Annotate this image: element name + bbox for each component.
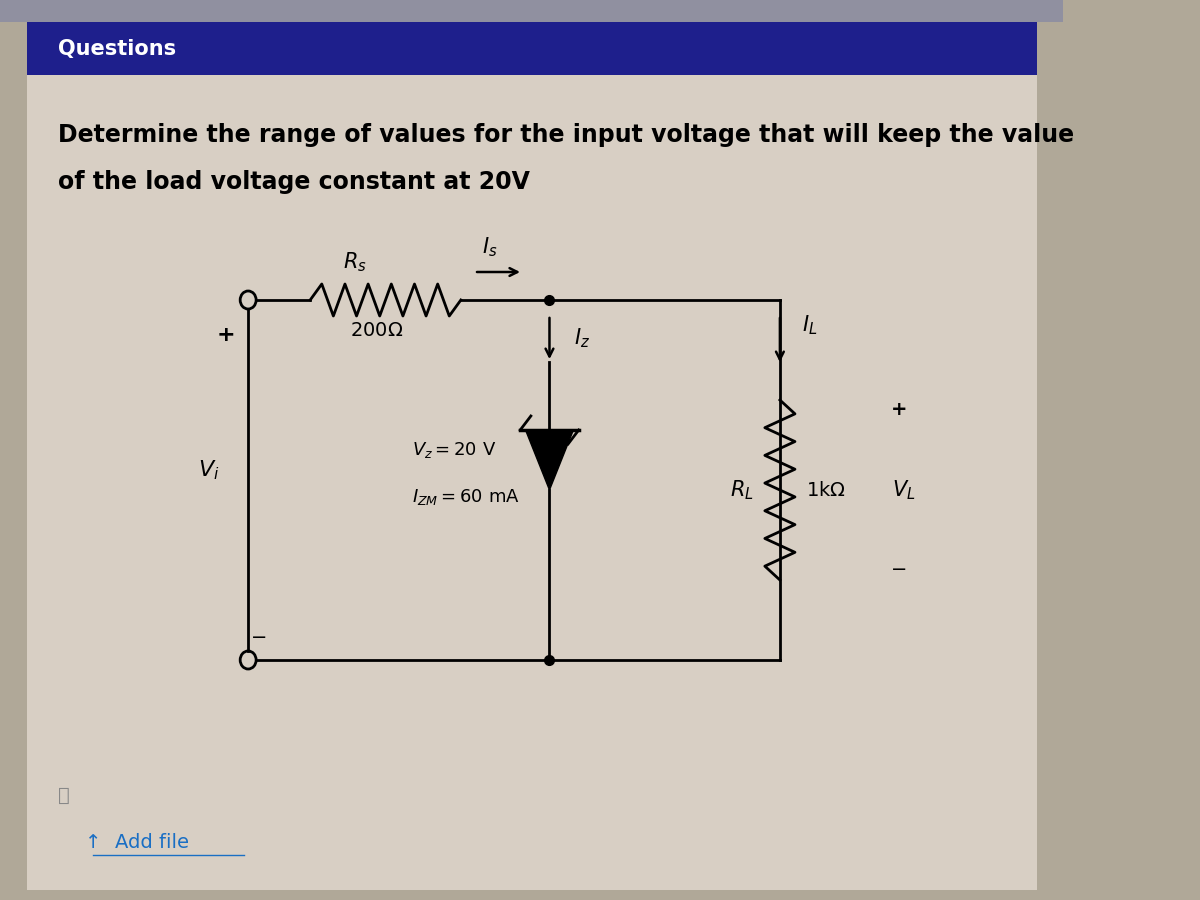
Text: $V_i$: $V_i$ [198,458,218,482]
Text: $V_z = 20$ V: $V_z = 20$ V [412,440,497,460]
Text: $V_L$: $V_L$ [893,478,916,502]
Text: $R_L$: $R_L$ [730,478,754,502]
Text: +: + [892,400,907,419]
Text: 👋: 👋 [58,786,70,805]
Bar [0,0,1063,22]
Text: −: − [251,628,266,647]
Bar [26,22,1037,75]
Text: 1k$\Omega$: 1k$\Omega$ [806,481,846,500]
Text: $I_z$: $I_z$ [575,327,590,350]
Text: $I_{ZM} = 60$ mA: $I_{ZM} = 60$ mA [412,487,520,507]
Text: 200$\Omega$: 200$\Omega$ [350,320,403,339]
Text: Questions: Questions [58,39,175,58]
Polygon shape [526,430,574,490]
Text: ↑: ↑ [85,832,101,851]
Text: Determine the range of values for the input voltage that will keep the value: Determine the range of values for the in… [58,123,1074,147]
Text: of the load voltage constant at 20V: of the load voltage constant at 20V [58,170,529,194]
Text: $I_s$: $I_s$ [482,235,497,259]
Text: −: − [892,561,907,580]
Text: $I_L$: $I_L$ [802,313,817,337]
Text: +: + [217,325,235,345]
Text: Add file: Add file [115,832,190,851]
Text: $R_s$: $R_s$ [342,250,366,274]
